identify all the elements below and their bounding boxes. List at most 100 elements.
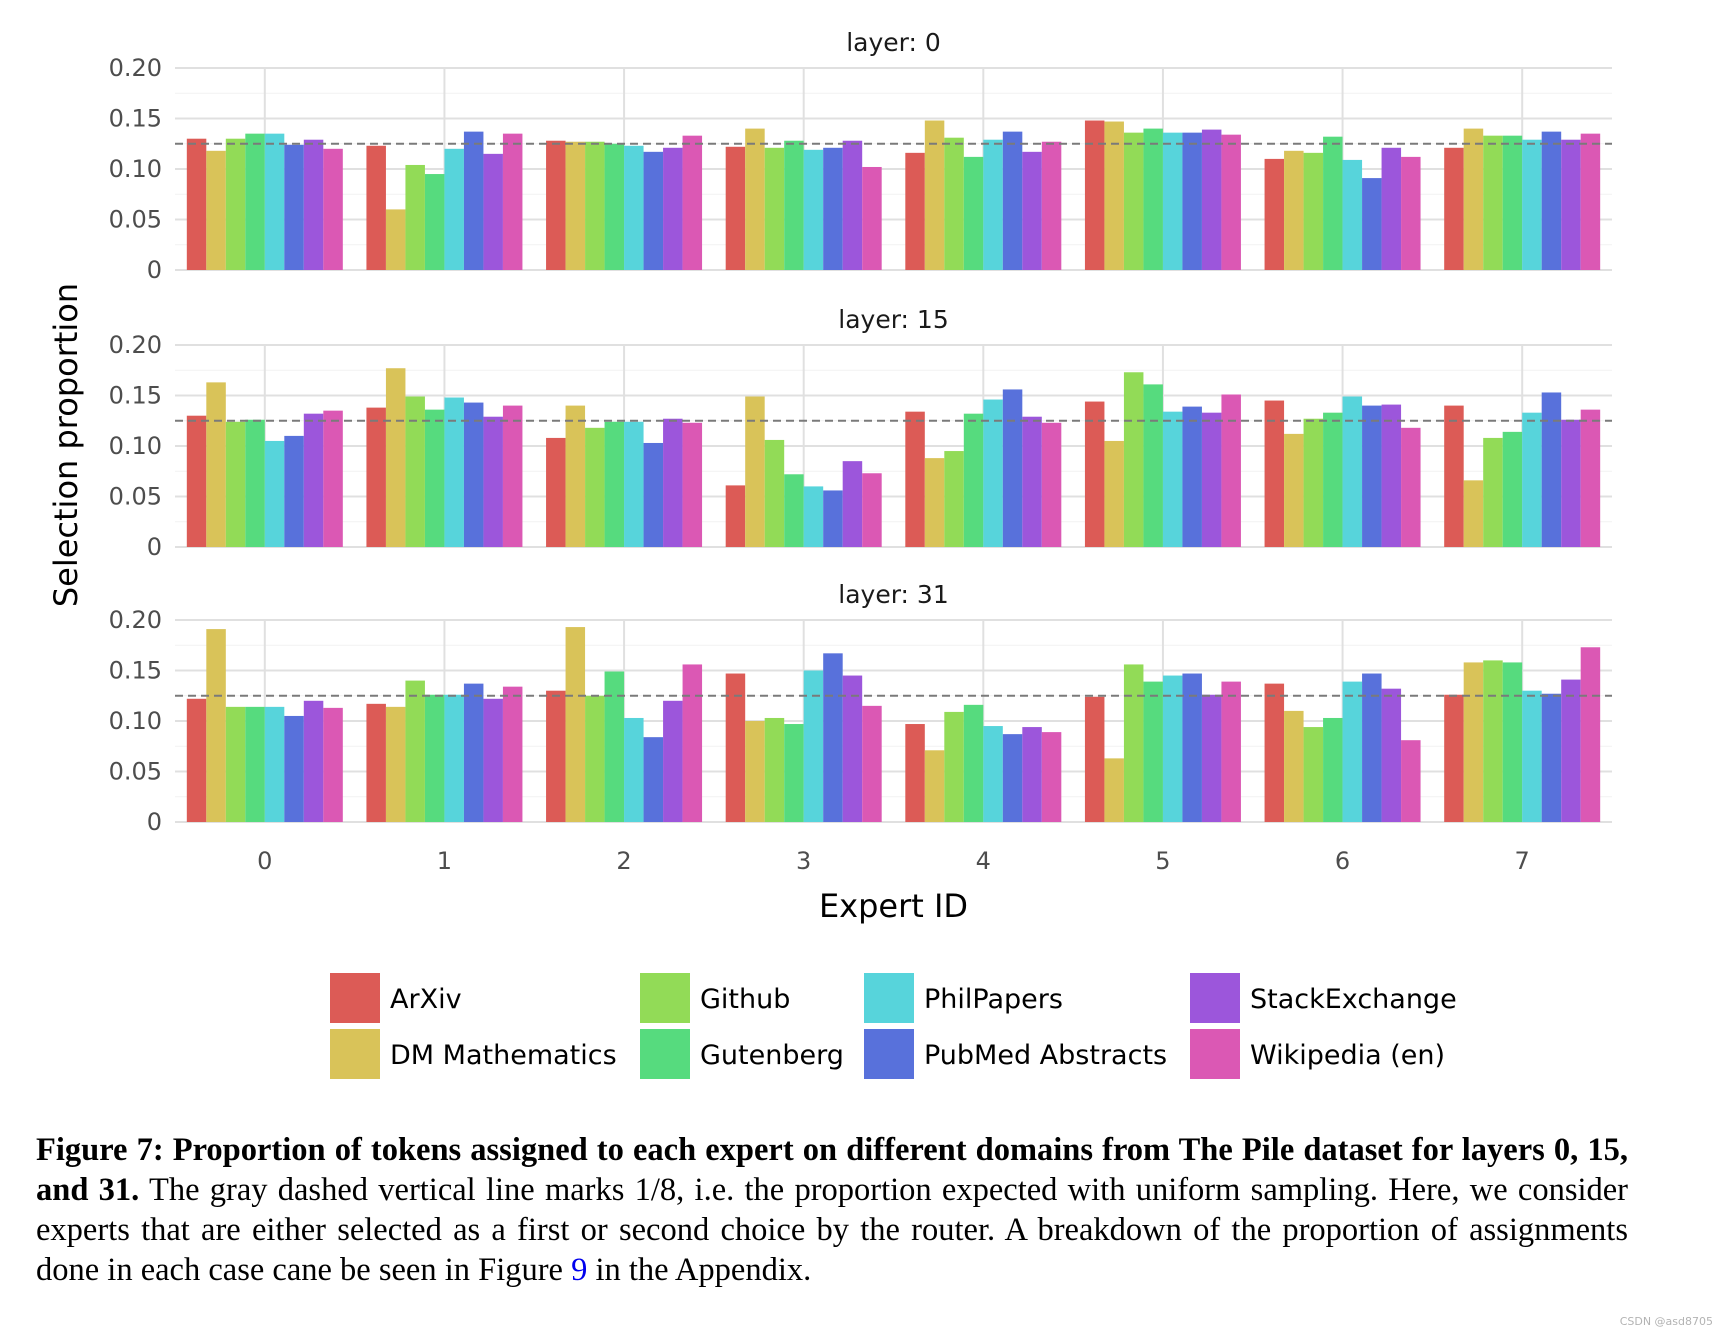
bar-stackexchange bbox=[1022, 727, 1042, 822]
bar-github bbox=[944, 137, 964, 270]
bar-github bbox=[1303, 152, 1324, 270]
bar-philpapers bbox=[264, 706, 285, 822]
bar-stackexchange bbox=[483, 698, 503, 822]
bar-philpapers bbox=[803, 149, 824, 270]
bar-dm-mathematics bbox=[385, 209, 406, 270]
bar-github bbox=[944, 711, 964, 822]
bar-gutenberg bbox=[1502, 662, 1523, 822]
bar-dm-mathematics bbox=[1104, 440, 1124, 547]
bar-pubmed-abstracts bbox=[1002, 389, 1023, 547]
bar-philpapers bbox=[1522, 412, 1542, 547]
bar-gutenberg bbox=[963, 413, 984, 547]
y-tick-label: 0.20 bbox=[109, 606, 162, 634]
bar-arxiv bbox=[905, 411, 925, 547]
bar-github bbox=[944, 451, 964, 547]
x-tick-label: 1 bbox=[437, 847, 452, 875]
x-tick-label: 7 bbox=[1515, 847, 1530, 875]
y-tick-label: 0.10 bbox=[109, 432, 162, 460]
bar-wikipedia-en bbox=[502, 405, 523, 547]
bar-philpapers bbox=[624, 145, 644, 270]
bar-stackexchange bbox=[1561, 419, 1581, 547]
bar-gutenberg bbox=[784, 140, 804, 270]
legend-swatch bbox=[330, 973, 380, 1023]
bar-pubmed-abstracts bbox=[823, 653, 843, 822]
bar-philpapers bbox=[264, 440, 285, 547]
bar-stackexchange bbox=[842, 461, 863, 547]
figure-caption: Figure 7: Proportion of tokens assigned … bbox=[36, 1130, 1628, 1290]
legend-label: DM Mathematics bbox=[390, 1040, 617, 1071]
bar-github bbox=[585, 141, 605, 270]
bar-pubmed-abstracts bbox=[284, 144, 304, 270]
bar-dm-mathematics bbox=[385, 706, 406, 822]
bar-wikipedia-en bbox=[1580, 647, 1601, 822]
bar-philpapers bbox=[1522, 690, 1542, 822]
bar-stackexchange bbox=[1381, 404, 1402, 547]
bar-pubmed-abstracts bbox=[463, 402, 484, 547]
bar-philpapers bbox=[444, 694, 464, 822]
legend-label: ArXiv bbox=[390, 984, 462, 1015]
bar-gutenberg bbox=[784, 724, 804, 822]
bar-dm-mathematics bbox=[924, 120, 945, 271]
bar-github bbox=[764, 439, 785, 547]
x-tick-label: 6 bbox=[1335, 847, 1350, 875]
caption-text-end: in the Appendix. bbox=[595, 1252, 812, 1288]
bar-dm-mathematics bbox=[1104, 121, 1124, 270]
bar-wikipedia-en bbox=[323, 707, 343, 822]
panel-title: layer: 0 bbox=[846, 28, 941, 57]
bar-wikipedia-en bbox=[502, 133, 523, 270]
y-tick-label: 0.05 bbox=[109, 483, 162, 511]
bar-gutenberg bbox=[604, 671, 625, 822]
legend-label: PhilPapers bbox=[924, 984, 1063, 1015]
bar-philpapers bbox=[624, 421, 644, 547]
bar-wikipedia-en bbox=[862, 705, 882, 822]
bar-philpapers bbox=[983, 726, 1003, 822]
bar-stackexchange bbox=[1561, 679, 1581, 822]
bar-github bbox=[1483, 135, 1503, 270]
legend-swatch bbox=[640, 973, 690, 1023]
legend-swatch bbox=[864, 1029, 914, 1079]
bar-stackexchange bbox=[842, 675, 863, 822]
y-tick-label: 0 bbox=[147, 256, 162, 284]
bar-stackexchange bbox=[303, 139, 324, 270]
bar-wikipedia-en bbox=[1401, 156, 1421, 270]
bar-dm-mathematics bbox=[1104, 758, 1124, 822]
bar-gutenberg bbox=[245, 419, 265, 547]
x-tick-label: 2 bbox=[616, 847, 631, 875]
bar-stackexchange bbox=[303, 700, 324, 822]
bar-gutenberg bbox=[424, 409, 445, 547]
bar-github bbox=[1123, 372, 1144, 547]
bar-github bbox=[405, 680, 425, 822]
bar-gutenberg bbox=[1502, 135, 1523, 270]
bar-gutenberg bbox=[245, 133, 265, 270]
bar-dm-mathematics bbox=[206, 629, 226, 822]
bar-stackexchange bbox=[1201, 412, 1222, 547]
bar-github bbox=[585, 695, 605, 822]
bar-wikipedia-en bbox=[682, 664, 703, 822]
bar-philpapers bbox=[983, 139, 1003, 270]
bar-philpapers bbox=[803, 670, 824, 822]
bar-dm-mathematics bbox=[1284, 150, 1304, 270]
bar-arxiv bbox=[1084, 401, 1105, 547]
bar-philpapers bbox=[1522, 139, 1542, 270]
bar-github bbox=[1303, 418, 1324, 547]
bar-dm-mathematics bbox=[565, 141, 586, 270]
bar-gutenberg bbox=[784, 474, 804, 547]
bar-stackexchange bbox=[1381, 688, 1402, 822]
bar-pubmed-abstracts bbox=[284, 715, 304, 822]
bar-github bbox=[225, 138, 246, 270]
figure-link[interactable]: 9 bbox=[571, 1252, 588, 1288]
y-tick-label: 0.20 bbox=[109, 331, 162, 359]
bar-gutenberg bbox=[1143, 384, 1163, 547]
y-axis-title: Selection proportion bbox=[47, 283, 85, 607]
bar-philpapers bbox=[1342, 396, 1363, 547]
x-tick-label: 4 bbox=[976, 847, 991, 875]
bar-stackexchange bbox=[303, 413, 324, 547]
bar-philpapers bbox=[1162, 411, 1183, 547]
x-tick-label: 3 bbox=[796, 847, 811, 875]
panel-title: layer: 15 bbox=[838, 305, 948, 334]
watermark: CSDN @asd8705 bbox=[1619, 1315, 1713, 1328]
bar-arxiv bbox=[366, 145, 386, 270]
bar-wikipedia-en bbox=[1221, 394, 1241, 547]
bar-github bbox=[1303, 727, 1324, 822]
bar-wikipedia-en bbox=[1221, 681, 1241, 822]
